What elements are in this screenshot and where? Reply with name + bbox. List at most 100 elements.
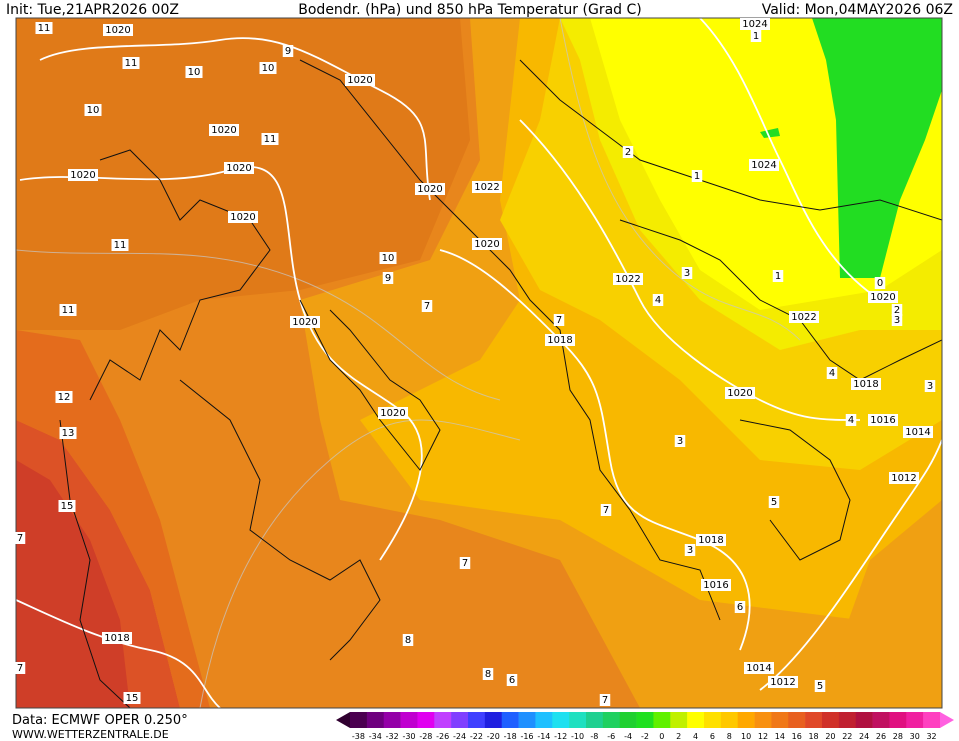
map-label: 1022: [474, 182, 499, 193]
label-box: [102, 632, 132, 644]
scale-box: [484, 712, 503, 728]
scale-box: [417, 712, 435, 728]
map-label: 1020: [292, 317, 317, 328]
scale-label: 14: [775, 732, 785, 741]
map-label: 10: [188, 67, 201, 78]
label-box: [874, 277, 886, 289]
label-box: [734, 601, 746, 613]
map-label: 1020: [226, 163, 251, 174]
scale-label: -14: [537, 732, 550, 741]
label-box: [600, 504, 612, 516]
label-box: [613, 273, 643, 285]
label-box: [59, 427, 77, 439]
scale-label: 26: [876, 732, 886, 741]
scale-box: [602, 712, 621, 728]
label-box: [382, 272, 394, 284]
label-box: [814, 680, 826, 692]
label-box: [768, 676, 798, 688]
scale-label: 32: [926, 732, 936, 741]
scale-label: -6: [607, 732, 615, 741]
scale-box: [855, 712, 873, 728]
scale-label: -8: [590, 732, 598, 741]
map-label: 7: [17, 533, 23, 544]
scale-box: [737, 712, 755, 728]
map-label: 4: [655, 295, 661, 306]
map-label: 1018: [547, 335, 572, 346]
map-label: 6: [737, 602, 743, 613]
scale-label: 12: [758, 732, 768, 741]
scale-box: [383, 712, 401, 728]
scale-label: -18: [504, 732, 517, 741]
label-box: [891, 314, 903, 326]
label-box: [903, 426, 933, 438]
isobar: [759, 439, 942, 691]
scale-label: 28: [893, 732, 903, 741]
label-box: [421, 300, 433, 312]
scale-label: 24: [859, 732, 869, 741]
map-label: 1020: [70, 170, 95, 181]
scale-box: [434, 712, 452, 728]
label-box: [68, 169, 98, 181]
map-label: 1016: [870, 415, 895, 426]
scale-box: [366, 712, 385, 728]
scale-box: [906, 712, 924, 728]
map-label: 9: [285, 46, 291, 57]
scale-label: -22: [470, 732, 483, 741]
map-label: 15: [61, 501, 74, 512]
map-label: 8: [405, 635, 411, 646]
map-label: 6: [509, 675, 515, 686]
scale-label: 16: [792, 732, 802, 741]
map-title: Bodendr. (hPa) und 850 hPa Temperatur (G…: [298, 2, 641, 18]
label-box: [14, 532, 26, 544]
map-label: 10: [87, 105, 100, 116]
map-label: 10: [382, 253, 395, 264]
scale-label: -4: [624, 732, 632, 741]
scale-box: [754, 712, 772, 728]
label-box: [681, 267, 693, 279]
scale-label: 6: [710, 732, 715, 741]
map-label: 1018: [104, 633, 129, 644]
scale-label: -24: [453, 732, 466, 741]
map-label: 7: [424, 301, 430, 312]
scale-box: [805, 712, 823, 728]
scale-arrow-right: [940, 712, 954, 728]
scale-box: [400, 712, 418, 728]
map-label: 3: [684, 268, 690, 279]
label-box: [14, 662, 26, 674]
map-label: 1: [694, 171, 700, 182]
label-box: [122, 57, 140, 69]
valid-time: Valid: Mon,04MAY2026 06Z: [762, 2, 953, 18]
label-box: [772, 270, 784, 282]
map-label: 7: [603, 505, 609, 516]
map-label: 4: [829, 368, 835, 379]
init-time: Init: Tue,21APR2026 00Z: [6, 2, 179, 18]
scale-label: 22: [842, 732, 852, 741]
coldest-region: [812, 18, 942, 278]
isobar: [19, 166, 423, 561]
label-box: [482, 668, 494, 680]
site-name: WWW.WETTERZENTRALE.DE: [12, 728, 169, 741]
scale-label: -26: [436, 732, 449, 741]
coastline: [299, 299, 441, 471]
scale-box: [822, 712, 840, 728]
scale-box: [788, 712, 806, 728]
scale-box: [501, 712, 519, 728]
label-box: [924, 380, 936, 392]
label-box: [868, 414, 898, 426]
label-box: [725, 387, 755, 399]
label-box: [472, 238, 502, 250]
map-label: 7: [17, 663, 23, 674]
map-label: 5: [817, 681, 823, 692]
map-label: 2: [625, 147, 631, 158]
scale-box: [889, 712, 907, 728]
scale-box: [451, 712, 469, 728]
map-label: 3: [677, 436, 683, 447]
map-label: 11: [38, 23, 51, 34]
temp-line: [16, 249, 501, 401]
map-label: 1016: [703, 580, 728, 591]
label-box: [889, 472, 919, 484]
scale-label: -38: [352, 732, 365, 741]
isobar: [699, 18, 881, 301]
map-label: 1012: [891, 473, 916, 484]
label-box: [684, 544, 696, 556]
